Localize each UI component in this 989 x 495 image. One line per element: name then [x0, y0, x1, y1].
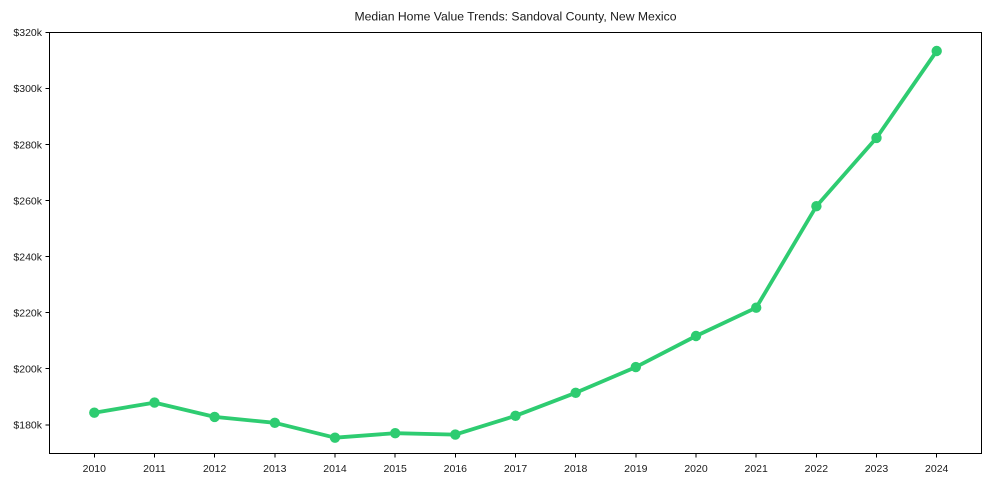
x-tick-label: 2013: [263, 463, 287, 475]
data-point-2024: [931, 45, 942, 57]
x-tick-label: 2019: [624, 463, 648, 475]
y-tick-label: $260k: [13, 195, 42, 207]
x-tick-label: 2018: [564, 463, 588, 475]
data-point-2014: [329, 432, 341, 443]
x-tick-label: 2014: [323, 463, 347, 475]
x-tick-label: 2021: [745, 463, 769, 475]
y-tick-label: $220k: [13, 307, 42, 319]
line-series: [92, 49, 939, 440]
data-point-2010: [89, 407, 100, 418]
y-tick-label: $280k: [13, 139, 42, 151]
chart-title: Median Home Value Trends: Sandoval Count…: [355, 10, 677, 24]
data-point-2022: [811, 201, 822, 212]
data-point-2012: [209, 411, 220, 423]
y-tick-label: $240k: [13, 251, 42, 263]
data-point-2015: [390, 428, 401, 439]
axes-frame: [49, 32, 982, 454]
x-tick-label: 2016: [444, 463, 468, 475]
data-point-2011: [149, 397, 160, 408]
data-point-2023: [871, 132, 882, 144]
x-tick-label: 2020: [684, 463, 708, 475]
y-tick-label: $180k: [13, 419, 42, 431]
x-tick-label: 2023: [865, 463, 889, 475]
plot-area: $180k $200k $220k $240k $260k $280k $300k $320k…: [13, 27, 982, 475]
y-tick-label: $320k: [13, 27, 42, 39]
x-tick-label: 2012: [203, 463, 227, 475]
x-tick-label: 2011: [143, 463, 166, 475]
y-tick-label: $200k: [13, 363, 42, 375]
x-tick-label: 2024: [925, 463, 949, 475]
data-point-2021: [751, 302, 762, 313]
x-tick-label: 2015: [383, 463, 407, 475]
data-point-2017: [510, 410, 521, 421]
x-tick-label: 2010: [83, 463, 107, 475]
x-tick-label: 2022: [805, 463, 829, 475]
data-point-2019: [630, 361, 641, 373]
data-point-2016: [450, 429, 461, 440]
data-point-2018: [570, 387, 581, 398]
y-tick-label: $300k: [13, 83, 42, 95]
data-point-2013: [269, 417, 280, 428]
x-tick-label: 2017: [504, 463, 528, 475]
data-point-2020: [690, 330, 702, 342]
